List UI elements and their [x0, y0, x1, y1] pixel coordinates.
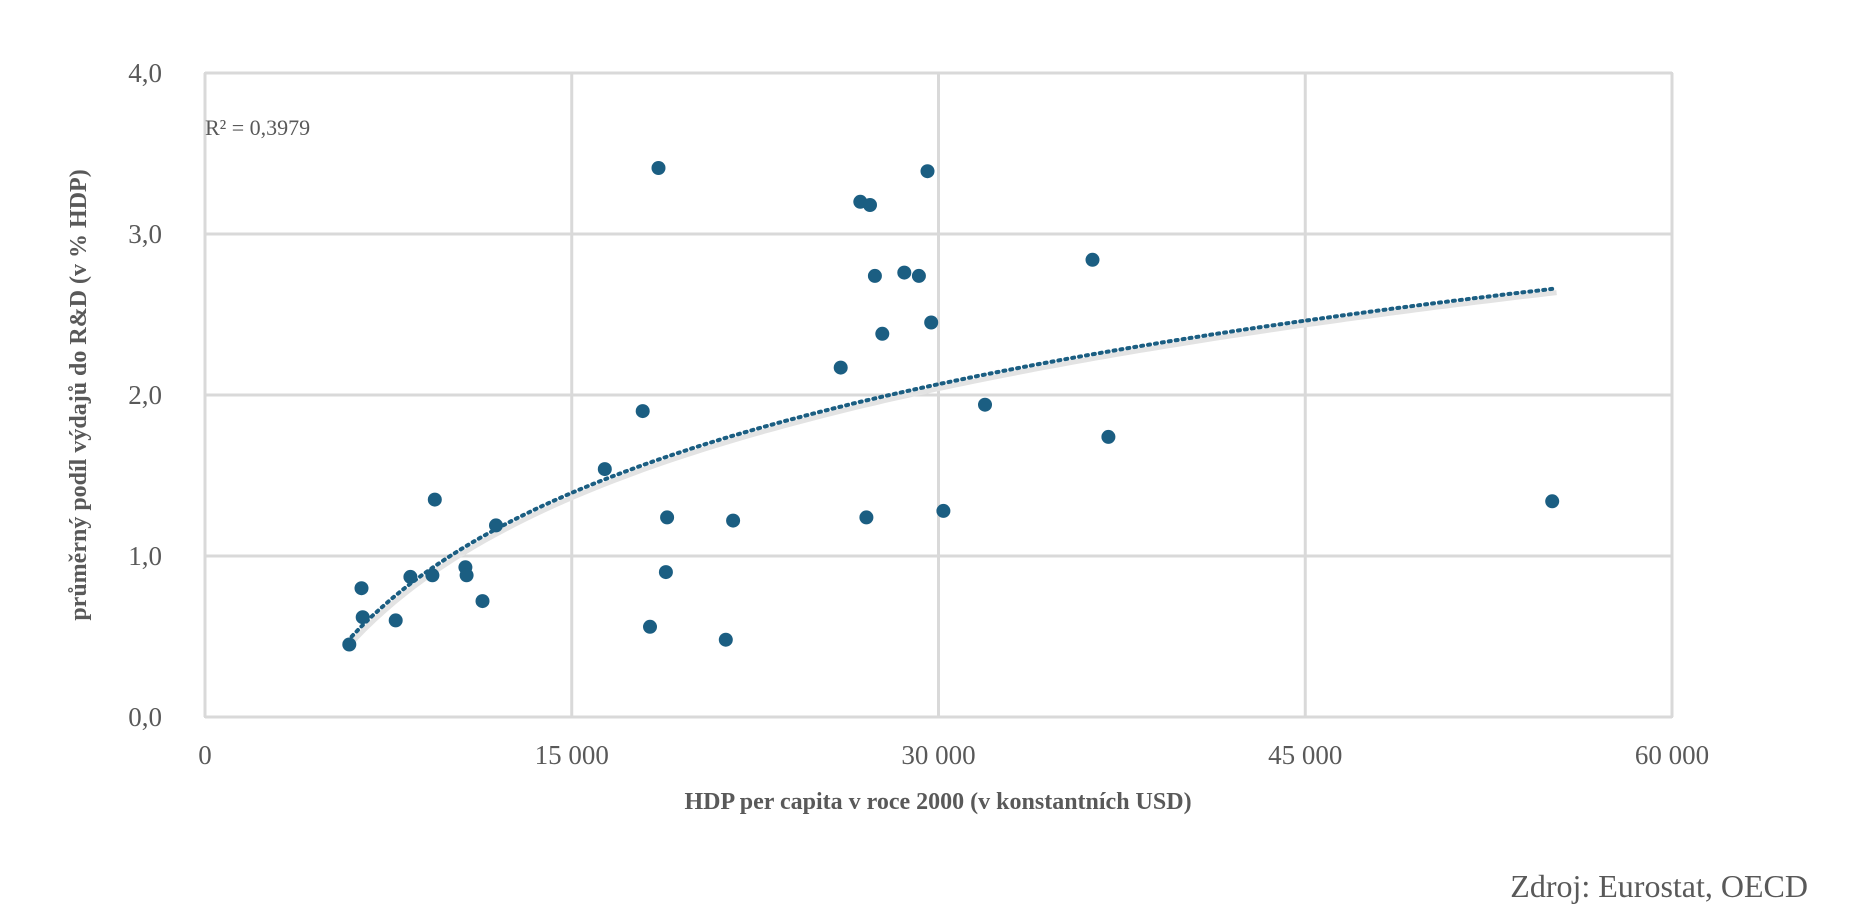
data-point [459, 568, 474, 583]
data-point [475, 594, 490, 609]
y-axis-title: průměrný podíl výdajů do R&D (v % HDP) [66, 169, 92, 620]
data-point [897, 265, 912, 280]
x-axis-ticks: 0 15 000 30 000 45 000 60 000 [198, 740, 1709, 770]
data-point [643, 619, 657, 634]
x-tick-label: 0 [198, 740, 212, 770]
y-axis-ticks: 0,0 1,0 2,0 3,0 4,0 [128, 58, 162, 732]
data-point [936, 503, 951, 518]
data-point [660, 510, 675, 525]
plot-area-frame [204, 72, 1673, 718]
grid-lines [203, 71, 1674, 719]
data-point [355, 610, 370, 625]
data-point [635, 404, 650, 419]
data-point [863, 198, 877, 212]
y-tick-label: 3,0 [128, 219, 162, 249]
x-tick-label: 30 000 [901, 740, 975, 770]
data-point [1085, 252, 1100, 267]
x-tick-label: 45 000 [1268, 740, 1342, 770]
data-point [388, 613, 403, 628]
data-point [651, 161, 666, 175]
x-axis-title: HDP per capita v roce 2000 (v konstantní… [684, 789, 1191, 815]
data-point [489, 518, 503, 533]
data-point [427, 492, 442, 507]
data-point [911, 268, 926, 283]
data-point [726, 513, 741, 528]
x-tick-label: 60 000 [1635, 740, 1709, 770]
data-point [342, 637, 357, 652]
data-point [867, 268, 882, 283]
data-point [924, 315, 939, 330]
data-point [978, 397, 992, 412]
r-squared-annotation: R² = 0,3979 [205, 115, 310, 140]
data-point [718, 632, 733, 647]
data-point [403, 569, 418, 584]
y-tick-label: 2,0 [128, 380, 162, 410]
data-points [342, 161, 1560, 652]
data-point [833, 360, 848, 375]
data-point [425, 568, 440, 583]
data-point [354, 581, 369, 596]
trendline-shadow [351, 290, 1557, 643]
y-tick-label: 1,0 [128, 541, 162, 571]
data-point [597, 462, 612, 477]
data-point [920, 164, 935, 179]
data-point [1101, 429, 1116, 444]
trendline-layer [349, 286, 1557, 643]
source-note: Zdroj: Eurostat, OECD [1510, 868, 1808, 904]
x-tick-label: 15 000 [535, 740, 609, 770]
y-tick-label: 4,0 [128, 58, 162, 88]
y-tick-label: 0,0 [128, 702, 162, 732]
data-point [658, 565, 673, 580]
data-point [859, 510, 874, 525]
data-point [1545, 494, 1560, 509]
data-point [875, 326, 890, 341]
trendline [349, 286, 1557, 639]
